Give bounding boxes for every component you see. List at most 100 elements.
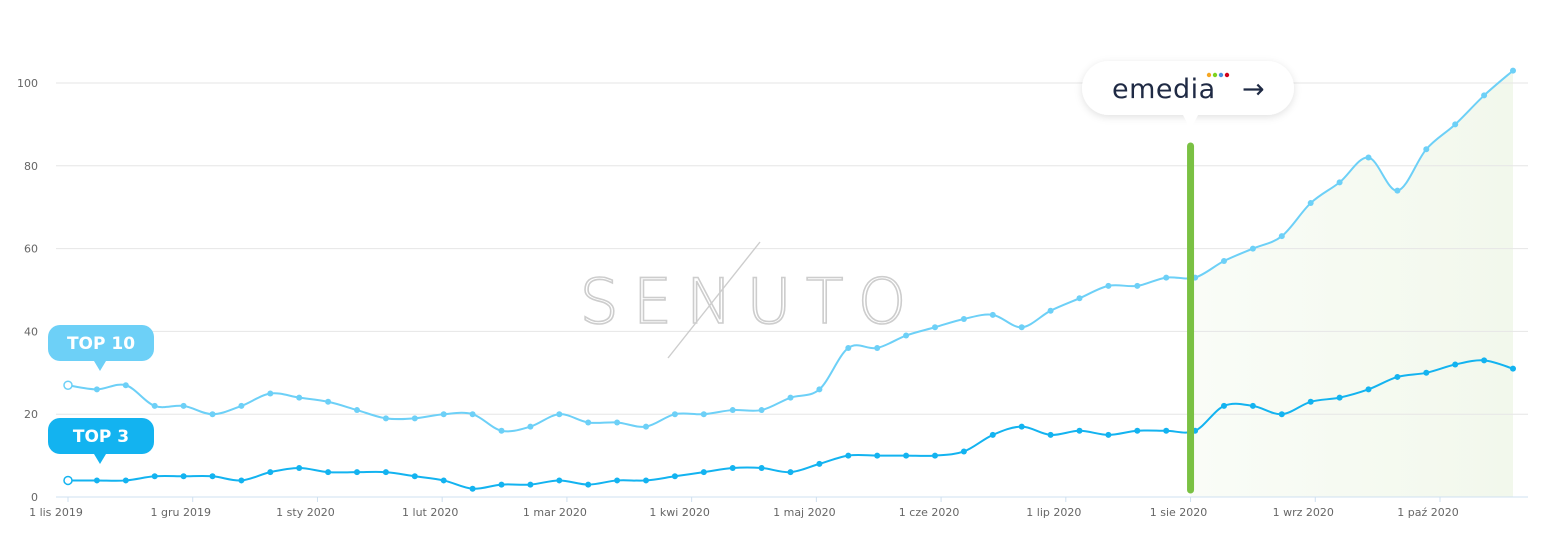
- data-point[interactable]: [671, 473, 678, 480]
- data-point[interactable]: [1018, 324, 1025, 331]
- data-point[interactable]: [1249, 245, 1256, 252]
- data-point[interactable]: [903, 452, 910, 459]
- data-point[interactable]: [267, 469, 274, 476]
- data-point[interactable]: [1076, 295, 1083, 302]
- data-point[interactable]: [816, 386, 823, 393]
- data-point-start-flag[interactable]: [63, 380, 73, 390]
- data-point[interactable]: [238, 402, 245, 409]
- data-point[interactable]: [1278, 411, 1285, 418]
- data-point[interactable]: [180, 473, 187, 480]
- data-point[interactable]: [1307, 200, 1314, 207]
- data-point[interactable]: [296, 465, 303, 472]
- data-point[interactable]: [93, 386, 100, 393]
- data-point[interactable]: [469, 411, 476, 418]
- data-point[interactable]: [1336, 394, 1343, 401]
- data-point[interactable]: [1307, 398, 1314, 405]
- data-point[interactable]: [643, 423, 649, 430]
- data-point[interactable]: [325, 398, 332, 405]
- data-point[interactable]: [700, 469, 707, 476]
- data-point[interactable]: [729, 407, 736, 414]
- data-point[interactable]: [960, 448, 967, 455]
- data-point[interactable]: [758, 407, 765, 414]
- data-point[interactable]: [382, 415, 389, 422]
- data-point[interactable]: [325, 469, 332, 476]
- data-point[interactable]: [1105, 282, 1112, 289]
- data-point[interactable]: [469, 485, 476, 492]
- data-point[interactable]: [989, 431, 996, 438]
- data-point[interactable]: [816, 460, 823, 467]
- data-point[interactable]: [1510, 365, 1516, 372]
- data-point[interactable]: [671, 411, 678, 418]
- data-point[interactable]: [354, 469, 360, 476]
- data-point[interactable]: [238, 477, 245, 484]
- data-point[interactable]: [1336, 179, 1343, 186]
- data-point[interactable]: [1221, 402, 1227, 409]
- data-point[interactable]: [527, 481, 534, 488]
- data-point[interactable]: [1134, 282, 1141, 289]
- data-point[interactable]: [989, 311, 996, 318]
- data-point[interactable]: [1394, 187, 1401, 194]
- data-point[interactable]: [1047, 431, 1054, 438]
- data-point-start-flag[interactable]: [63, 475, 73, 486]
- data-point[interactable]: [527, 423, 534, 430]
- data-point[interactable]: [209, 473, 216, 480]
- data-point[interactable]: [296, 394, 303, 401]
- data-point[interactable]: [1163, 427, 1170, 434]
- data-point[interactable]: [1365, 154, 1372, 161]
- data-point[interactable]: [1134, 427, 1141, 434]
- data-point[interactable]: [787, 394, 794, 401]
- data-point[interactable]: [151, 402, 158, 409]
- data-point[interactable]: [411, 473, 418, 480]
- data-point[interactable]: [498, 481, 505, 488]
- data-point[interactable]: [758, 465, 765, 472]
- data-point[interactable]: [932, 452, 938, 459]
- data-point[interactable]: [1105, 431, 1112, 438]
- data-point[interactable]: [700, 411, 707, 418]
- data-point[interactable]: [1423, 146, 1430, 153]
- data-point[interactable]: [1163, 274, 1170, 281]
- data-point[interactable]: [498, 427, 505, 434]
- data-point[interactable]: [93, 477, 100, 484]
- series-badge-top3[interactable]: TOP 3: [48, 418, 154, 464]
- data-point[interactable]: [122, 382, 129, 389]
- data-point[interactable]: [1394, 373, 1401, 380]
- emedia-brand-bubble[interactable]: emedia →: [1082, 61, 1294, 130]
- data-point[interactable]: [1249, 402, 1256, 409]
- series-badge-top10[interactable]: TOP 10: [48, 325, 154, 371]
- data-point[interactable]: [874, 344, 881, 351]
- data-point[interactable]: [960, 315, 967, 322]
- data-point[interactable]: [729, 465, 736, 472]
- data-point[interactable]: [614, 419, 621, 426]
- data-point[interactable]: [845, 452, 852, 459]
- data-point[interactable]: [354, 407, 360, 414]
- data-point[interactable]: [1047, 307, 1054, 314]
- data-point[interactable]: [1510, 67, 1516, 74]
- data-point[interactable]: [874, 452, 881, 459]
- data-point[interactable]: [440, 411, 447, 418]
- data-point[interactable]: [122, 477, 129, 484]
- data-point[interactable]: [151, 473, 158, 480]
- data-point[interactable]: [1452, 361, 1459, 368]
- data-point[interactable]: [1452, 121, 1459, 128]
- data-point[interactable]: [440, 477, 447, 484]
- data-point[interactable]: [180, 402, 187, 409]
- data-point[interactable]: [556, 477, 563, 484]
- data-point[interactable]: [209, 411, 216, 418]
- data-point[interactable]: [787, 469, 794, 476]
- data-point[interactable]: [585, 419, 592, 426]
- data-point[interactable]: [1018, 423, 1025, 430]
- data-point[interactable]: [1278, 233, 1285, 240]
- data-point[interactable]: [585, 481, 592, 488]
- data-point[interactable]: [267, 390, 274, 397]
- data-point[interactable]: [643, 477, 649, 484]
- data-point[interactable]: [556, 411, 563, 418]
- data-point[interactable]: [1481, 92, 1488, 99]
- data-point[interactable]: [1423, 369, 1430, 376]
- data-point[interactable]: [1076, 427, 1083, 434]
- data-point[interactable]: [1365, 386, 1372, 393]
- data-point[interactable]: [932, 324, 938, 331]
- data-point[interactable]: [614, 477, 621, 484]
- data-point[interactable]: [382, 469, 389, 476]
- data-point[interactable]: [845, 344, 852, 351]
- data-point[interactable]: [1221, 258, 1227, 265]
